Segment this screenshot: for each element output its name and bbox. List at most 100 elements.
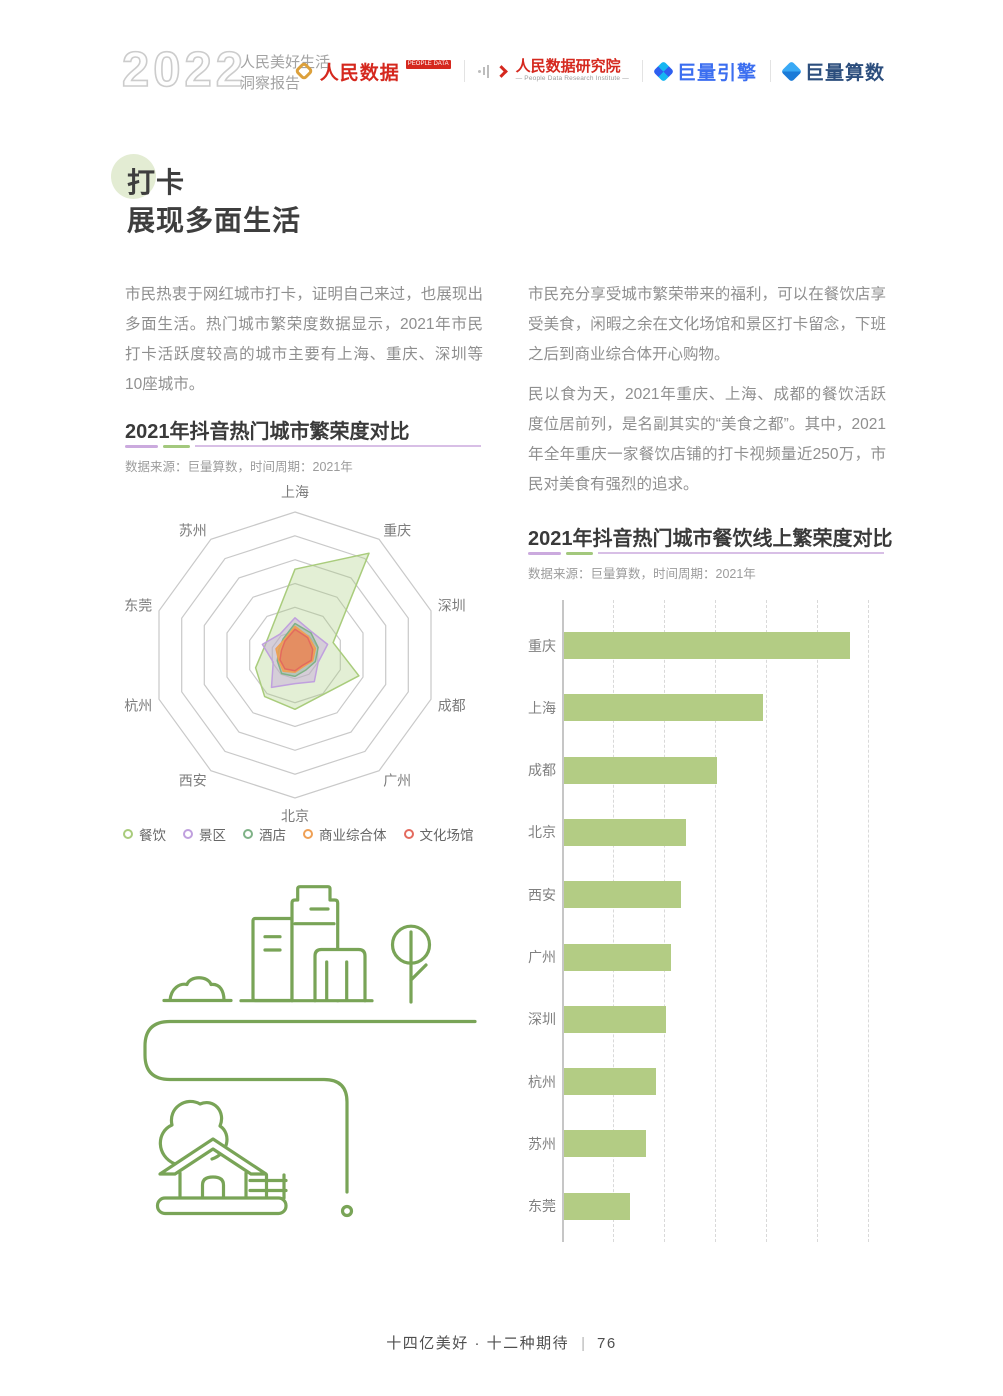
logo-research-text: 人民数据研究院 xyxy=(515,58,621,76)
radar-grid-ring xyxy=(271,630,319,680)
page-footer: 十四亿美好 · 十二种期待 | 76 xyxy=(0,1332,1003,1353)
legend-swatch-icon xyxy=(243,829,253,839)
radar-axis-label: 上海 xyxy=(281,484,309,500)
bar-category-label: 上海 xyxy=(528,699,556,716)
legend-label: 文化场馆 xyxy=(419,828,474,843)
report-year: 2022 xyxy=(121,42,248,98)
report-subtitle: 人民美好生活 洞察报告 xyxy=(240,52,330,94)
legend-swatch-icon xyxy=(403,829,414,839)
bar-category-label: 成都 xyxy=(528,762,556,779)
logo-research-subtext: — People Data Research Institute — xyxy=(515,75,629,83)
logo-engine-text: 巨量引擎 xyxy=(676,62,757,84)
report-subtitle-line2: 洞察报告 xyxy=(240,75,301,92)
gridline xyxy=(766,600,767,1242)
gridline xyxy=(868,600,869,1242)
underline-purple-line xyxy=(195,445,481,447)
logo-divider xyxy=(769,60,771,82)
title-accent-circle xyxy=(111,154,156,199)
house-base xyxy=(155,1196,288,1216)
road-path xyxy=(143,1019,477,1194)
fence-icon xyxy=(248,1173,288,1200)
section-title-line2: 展现多面生活 xyxy=(127,205,302,236)
radar-chart-source: 数据来源：巨量算数，时间周期：2021年 xyxy=(125,460,353,474)
logo-people-data-research: 人民数据研究院 — People Data Research Institute… xyxy=(477,58,629,83)
legend-label: 酒店 xyxy=(259,828,286,843)
city-road-house-illustration xyxy=(143,885,477,1218)
logo-people-data-text: 人民数据 xyxy=(319,62,400,84)
section-title-highlight: 打卡 xyxy=(127,167,186,198)
radar-series-polygon xyxy=(275,625,317,673)
legend-label: 餐饮 xyxy=(139,828,166,843)
people-data-knot-icon xyxy=(293,61,314,81)
bar xyxy=(564,1005,666,1033)
underline-purple-segment xyxy=(125,444,158,448)
underline-purple-line xyxy=(598,552,884,554)
footer-slogan: 十四亿美好 · 十二种期待 xyxy=(386,1335,570,1352)
radar-axis-label: 成都 xyxy=(438,697,466,713)
radar-grid-ring xyxy=(203,559,387,751)
bar-category-label: 西安 xyxy=(528,886,556,903)
bar-chart-title: 2021年抖音热门城市餐饮线上繁荣度对比 xyxy=(528,528,893,550)
gridline xyxy=(664,600,665,1242)
report-subtitle-line1: 人民美好生活 xyxy=(240,54,331,71)
radar-axis-label: 东莞 xyxy=(124,598,152,614)
tree-trunk xyxy=(409,930,428,1004)
bar xyxy=(564,818,687,846)
legend-label: 景区 xyxy=(199,828,226,843)
building-right xyxy=(313,947,367,1003)
people-data-badge: PEOPLE DATA xyxy=(405,59,451,69)
radar-grid-ring xyxy=(226,582,364,728)
bar-category-label: 重庆 xyxy=(528,637,556,654)
radar-axis-label: 苏州 xyxy=(179,523,207,539)
gridline xyxy=(715,600,716,1242)
bar xyxy=(564,1068,656,1096)
gem-icon xyxy=(780,60,803,82)
bar-category-label: 广州 xyxy=(528,949,556,965)
house-tree-icon xyxy=(158,1099,229,1166)
bar-chart-source: 数据来源：巨量算数，时间周期：2021年 xyxy=(528,567,756,581)
logo-juliang-suanshu: 巨量算数 xyxy=(780,58,885,85)
legend-swatch-icon xyxy=(183,829,193,839)
radar-chart-title: 2021年抖音热门城市繁荣度对比 xyxy=(125,421,410,443)
bar-category-label: 苏州 xyxy=(528,1135,556,1152)
bar xyxy=(564,694,763,722)
logo-suanshu-text: 巨量算数 xyxy=(804,62,885,84)
paragraph-right-1: 市民充分享受城市繁荣带来的福利，可以在餐饮店享受美食，闲暇之余在文化场馆和景区打… xyxy=(528,285,886,363)
legend-item: 景区 xyxy=(183,824,226,844)
paragraph-right-2: 民以食为天，2021年重庆、上海、成都的餐饮活跃度位居前列，是名副其实的“美食之… xyxy=(528,385,886,493)
radar-legend: 餐饮 景区 酒店 商业综合体 文化场馆 xyxy=(123,824,474,844)
building-left xyxy=(251,916,294,1003)
gridline xyxy=(613,600,614,1242)
y-axis-line xyxy=(562,600,564,1242)
bar-category-label: 北京 xyxy=(528,824,556,841)
house-door xyxy=(200,1175,226,1200)
building-windows xyxy=(263,907,349,1002)
logo-juliang-engine: 巨量引擎 xyxy=(652,58,757,85)
bar xyxy=(564,1130,646,1158)
bar xyxy=(564,943,672,971)
radar-axis-label: 杭州 xyxy=(124,697,152,713)
legend-swatch-icon xyxy=(123,829,133,839)
underline-purple-segment xyxy=(528,551,561,555)
logo-people-data: 人民数据 PEOPLE DATA xyxy=(293,58,451,85)
bush-icon xyxy=(162,976,233,1003)
bar xyxy=(564,632,850,659)
footer-divider: | xyxy=(581,1335,586,1352)
logo-divider xyxy=(641,60,643,82)
radar-axis-label: 北京 xyxy=(281,808,309,824)
road-end-dot xyxy=(340,1204,354,1218)
radar-axis-label: 广州 xyxy=(383,772,411,788)
radar-grid-ring xyxy=(181,535,409,775)
pinwheel-icon xyxy=(652,60,675,82)
radar-axis-label: 重庆 xyxy=(383,523,411,539)
red-chevron-icon xyxy=(494,64,508,78)
radar-series-polygon xyxy=(279,628,314,672)
bar-category-label: 杭州 xyxy=(528,1073,556,1090)
bar-category-label: 东莞 xyxy=(528,1198,556,1215)
legend-label: 商业综合体 xyxy=(319,828,387,843)
bar xyxy=(564,881,682,909)
house-roof xyxy=(158,1137,268,1176)
brand-logos: 人民数据 PEOPLE DATA 人民数据研究院 — People Data R… xyxy=(293,54,885,88)
logo-divider xyxy=(463,60,465,82)
